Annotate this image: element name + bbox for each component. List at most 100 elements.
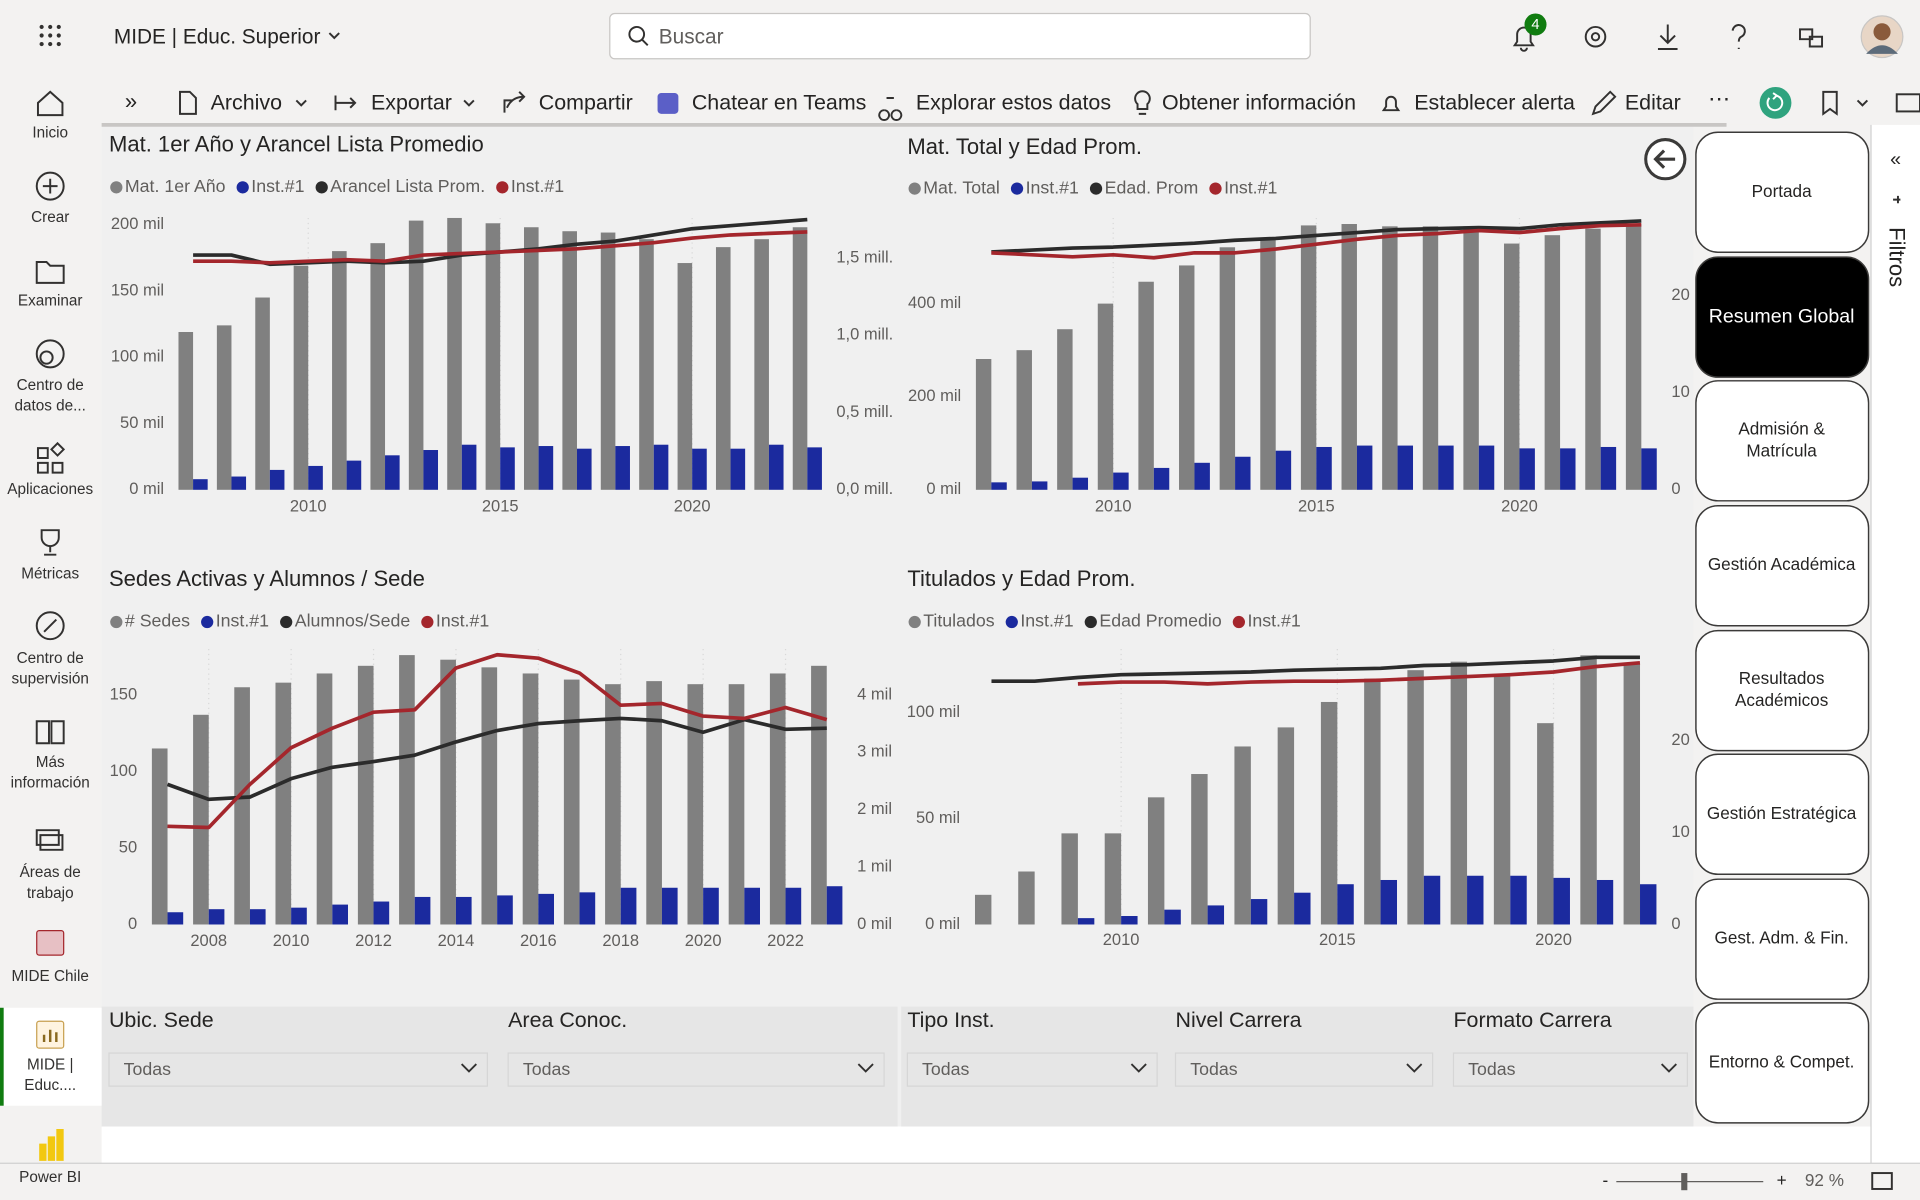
nav-label[interactable]: Centro de: [17, 650, 84, 667]
toolbar-button[interactable]: Editar: [1625, 91, 1681, 115]
bar: [730, 448, 746, 490]
zoom-out[interactable]: -: [1602, 1170, 1608, 1190]
notifications[interactable]: [1512, 26, 1535, 52]
bar: [600, 232, 616, 490]
nav-label[interactable]: supervisión: [12, 671, 89, 688]
slicer-dropdown[interactable]: [108, 1052, 488, 1087]
page-button[interactable]: [1695, 504, 1870, 627]
bar: [687, 684, 704, 925]
settings[interactable]: [1584, 25, 1607, 48]
bar: [440, 659, 456, 925]
bar: [1423, 875, 1441, 925]
page-button[interactable]: [1695, 629, 1870, 752]
page-label[interactable]: Gestión Académica: [1708, 554, 1856, 574]
page-button[interactable]: [1695, 753, 1870, 876]
bar: [1016, 350, 1032, 490]
page-button[interactable]: [1695, 131, 1870, 253]
legend-marker: [496, 181, 509, 194]
toolbar-button[interactable]: Obtener información: [1162, 91, 1356, 115]
page-label[interactable]: Resultados: [1739, 668, 1825, 688]
expand-nav[interactable]: »: [125, 89, 137, 114]
chevron[interactable]: [295, 99, 1869, 107]
toolbar-button[interactable]: Chatear en Teams: [692, 91, 867, 115]
x-tick-label: 2018: [602, 931, 639, 950]
help[interactable]: [1731, 24, 1746, 49]
download[interactable]: [1657, 24, 1678, 50]
search-box[interactable]: [609, 12, 1311, 60]
slicer-dropdown[interactable]: [906, 1052, 1158, 1087]
view[interactable]: [1895, 93, 1920, 113]
bar: [497, 895, 513, 925]
nav-label[interactable]: Crear: [31, 209, 69, 226]
nav-label[interactable]: Áreas de: [20, 864, 81, 881]
nav-label[interactable]: Examinar: [18, 292, 83, 309]
page-button[interactable]: [1695, 1002, 1870, 1124]
toolbar-button[interactable]: Compartir: [539, 91, 633, 115]
nav-label[interactable]: trabajo: [27, 885, 74, 902]
slicer-dropdown[interactable]: [507, 1052, 885, 1087]
slicer-dropdown[interactable]: [1174, 1052, 1434, 1087]
slicer-value[interactable]: Todas: [1468, 1059, 1515, 1079]
app-launcher[interactable]: [39, 24, 61, 47]
filters-pane[interactable]: [1871, 122, 1920, 1164]
zoom-in[interactable]: +: [1777, 1170, 1787, 1190]
nav-icon: [43, 618, 58, 633]
nav-label[interactable]: Más: [36, 754, 65, 771]
nav-label[interactable]: MIDE |: [27, 1056, 73, 1073]
bar: [1121, 916, 1138, 925]
bar: [481, 667, 498, 925]
nav-label[interactable]: información: [11, 775, 90, 792]
feedback[interactable]: [1799, 28, 1824, 48]
avatar: [1866, 45, 1898, 54]
bar: [1234, 746, 1251, 925]
bookmark[interactable]: [1822, 90, 1838, 116]
nav-label[interactable]: Métricas: [21, 565, 79, 582]
slicer-value[interactable]: Todas: [124, 1059, 171, 1079]
filters-label[interactable]: Filtros: [1885, 227, 1910, 287]
bar: [178, 331, 194, 490]
zoom-thumb[interactable]: [1681, 1173, 1688, 1191]
y2-tick-label: 0: [1671, 914, 1680, 933]
nav-label[interactable]: Centro de: [17, 377, 84, 394]
bar: [615, 446, 630, 490]
page-label[interactable]: Gestión Estratégica: [1707, 803, 1857, 823]
nav-icon: [35, 720, 65, 745]
page-button[interactable]: [1695, 380, 1870, 502]
nav-label[interactable]: Inicio: [32, 125, 68, 142]
page-label[interactable]: Gest. Adm. & Fin.: [1715, 928, 1849, 948]
more[interactable]: ⋯: [1708, 86, 1730, 111]
slicer-value[interactable]: Todas: [523, 1059, 570, 1079]
search-icon: [641, 39, 649, 46]
toolbar-button[interactable]: Exportar: [371, 91, 452, 115]
page-label[interactable]: Resumen Global: [1709, 305, 1855, 327]
nav-label[interactable]: Aplicaciones: [7, 481, 93, 498]
collapse-filters[interactable]: «: [1890, 149, 1901, 171]
toolbar-button[interactable]: Establecer alerta: [1414, 91, 1575, 115]
slicer-value[interactable]: Todas: [1190, 1059, 1237, 1079]
x-tick-label: 2010: [1095, 496, 1132, 515]
reset[interactable]: [1759, 86, 1792, 119]
page-button[interactable]: [1695, 878, 1870, 1000]
page-label[interactable]: Académicos: [1735, 690, 1828, 710]
nav-label[interactable]: datos de...: [14, 398, 85, 415]
nav-label[interactable]: Power BI: [19, 1169, 81, 1186]
page-label[interactable]: Portada: [1752, 181, 1812, 201]
nav-label[interactable]: MIDE Chile: [12, 968, 89, 985]
page-label[interactable]: Admisión &: [1738, 418, 1825, 438]
page-label[interactable]: Matrícula: [1746, 440, 1817, 460]
slicer-value[interactable]: Todas: [922, 1059, 969, 1079]
nav-label[interactable]: Educ....: [24, 1077, 76, 1094]
slicer-dropdown[interactable]: [1452, 1052, 1688, 1087]
page-label[interactable]: Entorno & Compet.: [1709, 1051, 1855, 1071]
chevron[interactable]: [328, 32, 340, 40]
app-title[interactable]: MIDE | Educ. Superior: [114, 25, 321, 48]
bar: [653, 444, 669, 490]
legend-label: Edad Promedio: [1099, 611, 1221, 631]
toolbar-button[interactable]: Archivo: [211, 91, 282, 115]
legend-marker: [908, 182, 921, 195]
x-tick-label: 2015: [482, 496, 519, 515]
nav-icon: [35, 829, 64, 851]
fit-page[interactable]: [1871, 1172, 1893, 1190]
toolbar-button[interactable]: Explorar estos datos: [916, 91, 1111, 115]
page-button[interactable]: [1695, 256, 1870, 378]
